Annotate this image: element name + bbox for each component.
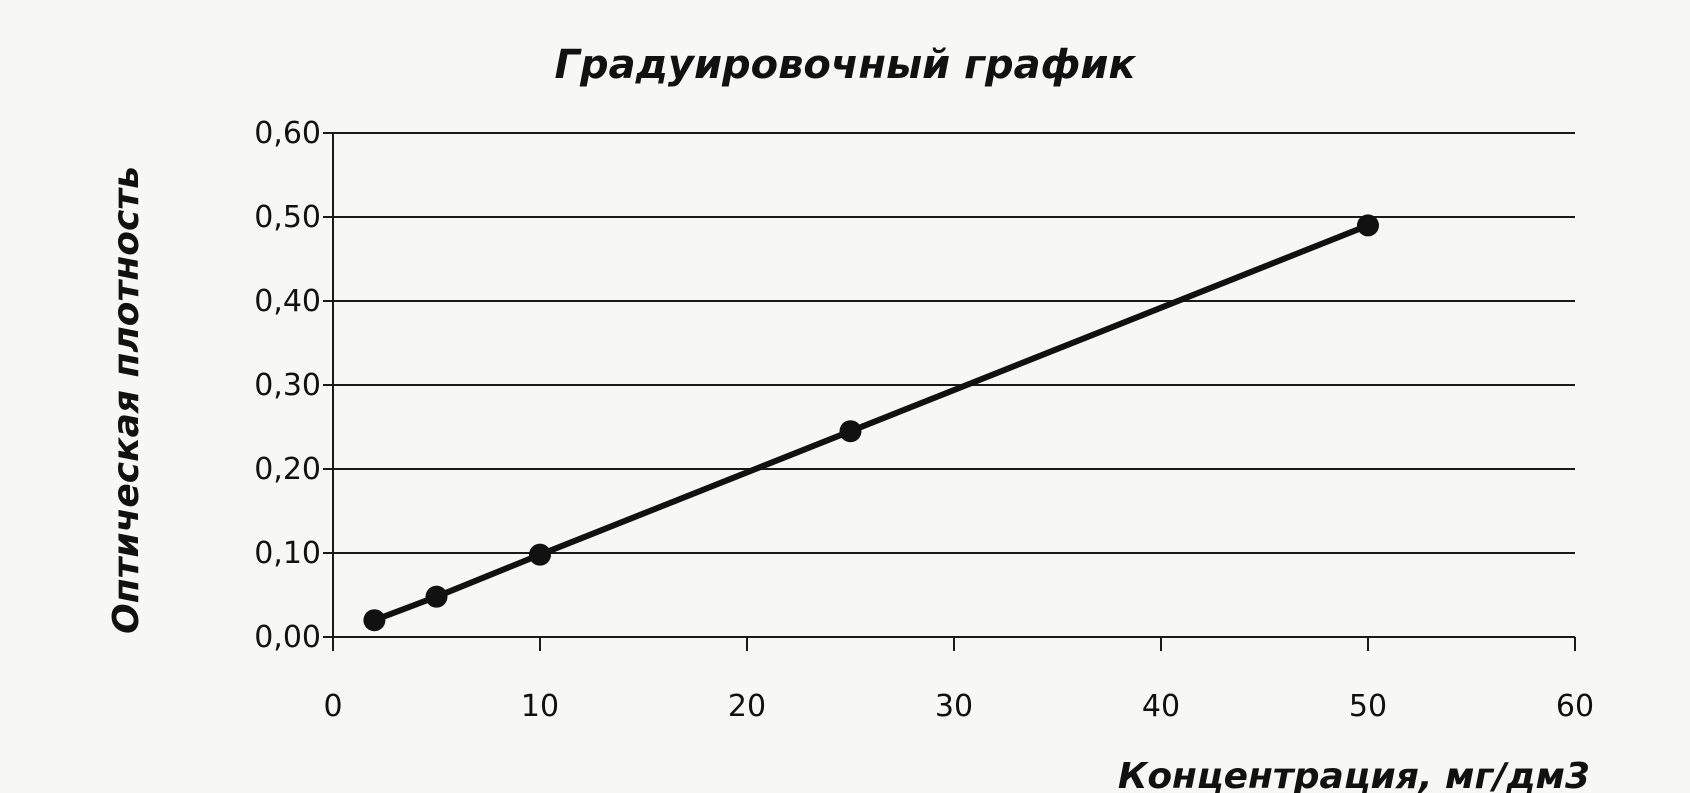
x-tick-labels: 0 10 20 30 40 50 60 — [323, 689, 1594, 724]
x-tick-label: 30 — [935, 689, 973, 724]
x-tick-label: 0 — [323, 689, 342, 724]
y-tick-label: 0,00 — [254, 620, 321, 655]
x-tick-label: 20 — [728, 689, 766, 724]
y-tick-label: 0,60 — [254, 116, 321, 151]
data-point — [363, 609, 386, 632]
axes — [323, 132, 1576, 651]
data-point — [529, 543, 551, 566]
x-tick-label: 40 — [1142, 689, 1180, 724]
series-line — [373, 222, 1370, 624]
y-tick-labels: 0,00 0,10 0,20 0,30 0,40 0,50 0,60 — [254, 116, 321, 655]
x-tick-label: 10 — [521, 689, 559, 724]
data-point — [425, 585, 448, 608]
x-axis-title: Концентрация, мг/дм3 — [1118, 756, 1590, 793]
y-tick-label: 0,30 — [254, 368, 321, 403]
x-tick-label: 60 — [1556, 689, 1594, 724]
y-tick-label: 0,40 — [254, 284, 321, 319]
y-tick-label: 0,10 — [254, 536, 321, 571]
chart-title: Градуировочный график — [554, 42, 1136, 88]
data-point — [839, 420, 862, 443]
data-series — [363, 214, 1379, 632]
x-tick-label: 50 — [1349, 689, 1387, 724]
y-tick-label: 0,20 — [254, 452, 321, 487]
y-tick-label: 0,50 — [254, 200, 321, 235]
y-axis-title: Оптическая плотность — [106, 166, 147, 634]
data-point — [1357, 214, 1379, 237]
